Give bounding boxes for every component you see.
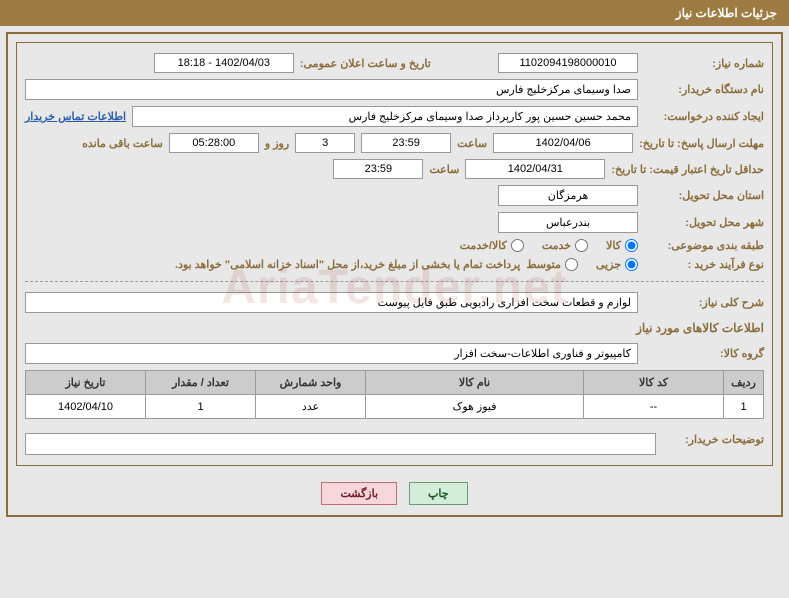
td-name: فیوز هوک (366, 395, 584, 419)
footer-buttons: چاپ بازگشت (8, 474, 781, 515)
td-date: 1402/04/10 (26, 395, 146, 419)
announce-label: تاریخ و ساعت اعلان عمومی: (300, 57, 431, 70)
td-idx: 1 (724, 395, 764, 419)
th-qty: تعداد / مقدار (146, 371, 256, 395)
days-field: 3 (295, 133, 355, 153)
goods-info-title: اطلاعات کالاهای مورد نیاز (25, 321, 764, 335)
province-field: هرمزگان (498, 185, 638, 206)
th-name: نام کالا (366, 371, 584, 395)
validity-time-field: 23:59 (333, 159, 423, 179)
cat-both-label: کالا/خدمت (460, 239, 507, 252)
cat-goods-radio[interactable] (625, 239, 638, 252)
cat-service-label: خدمت (542, 239, 571, 252)
cat-both-radio[interactable] (511, 239, 524, 252)
th-date: تاریخ نیاز (26, 371, 146, 395)
back-button[interactable]: بازگشت (321, 482, 397, 505)
process-note: پرداخت تمام یا بخشی از مبلغ خرید،از محل … (175, 258, 520, 271)
form-panel: شماره نیاز: 1102094198000010 تاریخ و ساع… (16, 42, 773, 466)
countdown-field: 05:28:00 (169, 133, 259, 153)
process-label: نوع فرآیند خرید : (644, 258, 764, 271)
th-unit: واحد شمارش (256, 371, 366, 395)
cat-goods-label: کالا (606, 239, 621, 252)
days-and-label: روز و (265, 137, 289, 150)
th-idx: ردیف (724, 371, 764, 395)
time-label-1: ساعت (457, 137, 487, 150)
td-unit: عدد (256, 395, 366, 419)
proc-minor-radio[interactable] (625, 258, 638, 271)
category-label: طبقه بندی موضوعی: (644, 239, 764, 252)
time-label-2: ساعت (429, 163, 459, 176)
proc-medium-label: متوسط (526, 258, 561, 271)
validity-label: حداقل تاریخ اعتبار قیمت: تا تاریخ: (611, 163, 764, 176)
category-radio-group: کالا خدمت کالا/خدمت (460, 239, 638, 252)
contact-link[interactable]: اطلاعات تماس خریدار (25, 110, 126, 123)
deadline-date-field: 1402/04/06 (493, 133, 633, 153)
need-no-field: 1102094198000010 (498, 53, 638, 73)
group-field: کامپیوتر و فناوری اطلاعات-سخت افزار (25, 343, 638, 364)
group-label: گروه کالا: (644, 347, 764, 360)
td-code: -- (584, 395, 724, 419)
table-header-row: ردیف کد کالا نام کالا واحد شمارش تعداد /… (26, 371, 764, 395)
cat-service-radio[interactable] (575, 239, 588, 252)
table-row: 1 -- فیوز هوک عدد 1 1402/04/10 (26, 395, 764, 419)
proc-minor-label: جزیی (596, 258, 621, 271)
desc-label: شرح کلی نیاز: (644, 296, 764, 309)
deadline-label: مهلت ارسال پاسخ: تا تاریخ: (639, 137, 764, 150)
print-button[interactable]: چاپ (409, 482, 468, 505)
divider-1 (25, 281, 764, 282)
buyer-notes-box (25, 433, 656, 455)
city-field: بندرعباس (498, 212, 638, 233)
desc-field: لوازم و قطعات سخت افزاری رادیویی طبق فای… (25, 292, 638, 313)
city-label: شهر محل تحویل: (644, 216, 764, 229)
page-title: جزئیات اطلاعات نیاز (676, 6, 777, 20)
remaining-label: ساعت باقی مانده (82, 137, 163, 150)
requester-field: محمد حسین حسین پور کارپرداز صدا وسیمای م… (132, 106, 638, 127)
page-header: جزئیات اطلاعات نیاز (0, 0, 789, 26)
process-radio-group: جزیی متوسط (526, 258, 638, 271)
province-label: استان محل تحویل: (644, 189, 764, 202)
need-no-label: شماره نیاز: (644, 57, 764, 70)
td-qty: 1 (146, 395, 256, 419)
validity-date-field: 1402/04/31 (465, 159, 605, 179)
items-table: ردیف کد کالا نام کالا واحد شمارش تعداد /… (25, 370, 764, 419)
buyer-notes-label: توضیحات خریدار: (664, 433, 764, 446)
buyer-org-label: نام دستگاه خریدار: (644, 83, 764, 96)
announce-field: 1402/04/03 - 18:18 (154, 53, 294, 73)
deadline-time-field: 23:59 (361, 133, 451, 153)
proc-medium-radio[interactable] (565, 258, 578, 271)
outer-frame: شماره نیاز: 1102094198000010 تاریخ و ساع… (6, 32, 783, 517)
th-code: کد کالا (584, 371, 724, 395)
buyer-org-field: صدا وسیمای مرکزخلیج فارس (25, 79, 638, 100)
requester-label: ایجاد کننده درخواست: (644, 110, 764, 123)
